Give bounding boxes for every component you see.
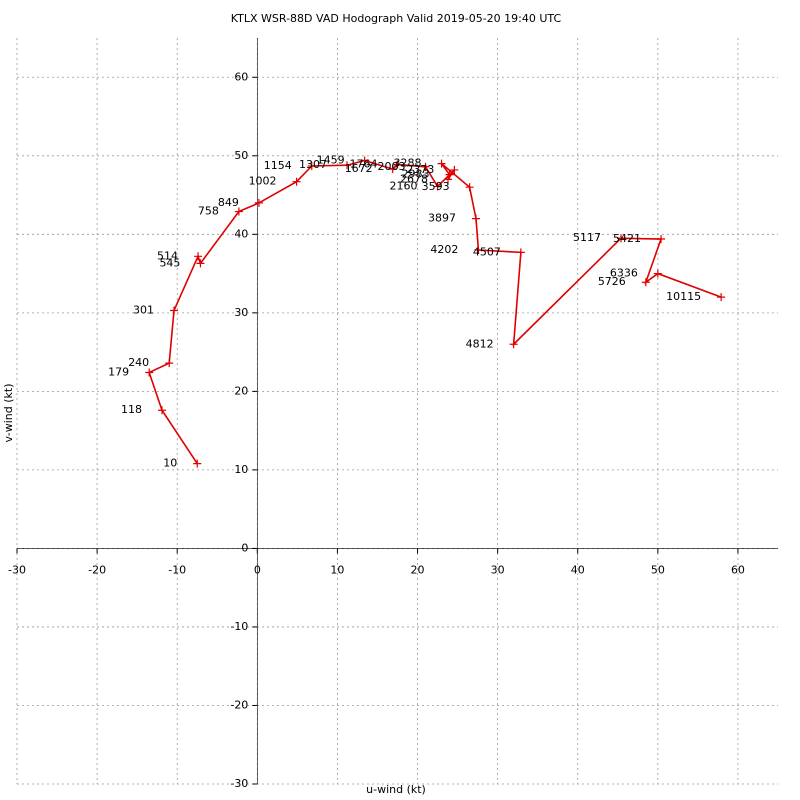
height-label: 1154 [264, 159, 292, 172]
y-tick-label: 40 [234, 227, 248, 240]
height-label: 1307 [299, 158, 327, 171]
point-marker [433, 182, 442, 191]
height-label: 1459 [317, 154, 345, 167]
point-marker [450, 165, 459, 174]
height-label: 2003 [378, 160, 406, 173]
height-label: 2160 [390, 179, 418, 192]
point-marker [443, 175, 452, 184]
x-tick-label: -20 [88, 563, 106, 576]
y-tick-label: -10 [230, 620, 248, 633]
height-label: 4507 [473, 245, 501, 258]
x-tick-label: 50 [651, 563, 665, 576]
height-label: 118 [121, 403, 142, 416]
point-marker [641, 278, 650, 287]
y-tick-label: 30 [234, 306, 248, 319]
y-tick-label: 0 [241, 541, 248, 554]
x-tick-label: 40 [571, 563, 585, 576]
point-marker [509, 340, 518, 349]
x-tick-label: 60 [731, 563, 745, 576]
height-label: 179 [108, 366, 129, 379]
y-tick-label: 20 [234, 384, 248, 397]
point-marker [343, 161, 352, 170]
height-label: 1764 [350, 157, 378, 170]
point-marker [254, 198, 263, 207]
height-label: 5421 [613, 232, 641, 245]
height-label: 5726 [598, 275, 626, 288]
point-marker [717, 293, 726, 302]
height-label: 301 [133, 303, 154, 316]
point-marker [307, 161, 316, 170]
height-label: 4812 [466, 337, 494, 350]
point-marker [170, 306, 179, 315]
point-marker [292, 177, 301, 186]
point-marker [157, 406, 166, 415]
height-label: 10 [163, 457, 177, 470]
y-tick-label: 50 [234, 149, 248, 162]
point-marker [516, 248, 525, 257]
height-label: 758 [198, 205, 219, 218]
height-label: 3897 [428, 212, 456, 225]
y-tick-label: -30 [230, 777, 248, 790]
point-marker [616, 234, 625, 243]
x-tick-label: -10 [168, 563, 186, 576]
height-label: 240 [128, 356, 149, 369]
point-marker [657, 235, 666, 244]
point-marker [194, 252, 203, 261]
height-label: 1672 [345, 162, 373, 175]
height-label: 4202 [430, 243, 458, 256]
x-axis-label: u-wind (kt) [366, 783, 426, 796]
height-label: 10115 [666, 290, 701, 303]
y-axis-label: v-wind (kt) [2, 384, 15, 443]
point-marker [421, 162, 430, 171]
height-label: 1002 [249, 175, 277, 188]
point-marker [393, 160, 402, 169]
y-tick-label: -20 [230, 698, 248, 711]
y-tick-label: 60 [234, 70, 248, 83]
point-marker [234, 207, 243, 216]
x-tick-label: 30 [491, 563, 505, 576]
point-marker [472, 214, 481, 223]
x-tick-label: 10 [330, 563, 344, 576]
point-marker [145, 368, 154, 377]
point-marker [465, 183, 474, 192]
height-label: 2373 [406, 163, 434, 176]
height-label: 3593 [422, 180, 450, 193]
height-label: 545 [159, 256, 180, 269]
point-marker [165, 359, 174, 368]
y-tick-label: 10 [234, 463, 248, 476]
point-marker [196, 259, 205, 268]
x-tick-label: 20 [411, 563, 425, 576]
height-label: 514 [157, 249, 178, 262]
chart-title: KTLX WSR-88D VAD Hodograph Valid 2019-05… [231, 12, 562, 25]
height-label: 2678 [400, 172, 428, 185]
point-marker [360, 156, 369, 165]
point-marker [388, 165, 397, 174]
height-label: 3288 [394, 157, 422, 170]
point-marker [193, 459, 202, 468]
point-marker [653, 269, 662, 278]
height-label: 849 [218, 196, 239, 209]
height-label: 2983 [402, 168, 430, 181]
point-marker [437, 159, 446, 168]
height-label: 6336 [610, 267, 638, 280]
point-marker [474, 246, 483, 255]
point-marker [445, 170, 454, 179]
height-label: 5117 [573, 231, 601, 244]
x-tick-label: -30 [8, 563, 26, 576]
